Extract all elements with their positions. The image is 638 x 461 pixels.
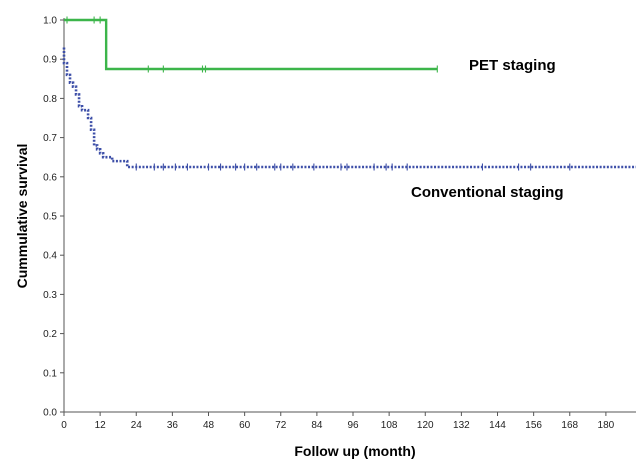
- x-tick-label: 132: [453, 420, 470, 431]
- x-tick-label: 36: [167, 420, 179, 431]
- y-tick-label: 0.5: [43, 212, 57, 223]
- x-tick-label: 60: [239, 420, 251, 431]
- y-axis-ticks: 0.0 0.1 0.2 0.3 0.4 0.5 0.6 0.7 0.8 0.9 1.0: [43, 16, 64, 419]
- series-label-conventional: Conventional staging: [411, 184, 564, 201]
- y-tick-label: 0.2: [43, 329, 57, 340]
- y-tick-label: 0.9: [43, 55, 57, 66]
- x-tick-label: 180: [598, 420, 615, 431]
- y-tick-label: 0.7: [43, 133, 57, 144]
- x-tick-label: 156: [525, 420, 542, 431]
- x-tick-label: 0: [61, 420, 67, 431]
- x-tick-label: 24: [131, 420, 143, 431]
- x-tick-label: 12: [95, 420, 107, 431]
- series-layer: [62, 16, 636, 171]
- x-tick-label: 84: [311, 420, 323, 431]
- y-tick-label: 0.6: [43, 172, 57, 183]
- x-axis-title: Follow up (month): [294, 443, 415, 459]
- x-axis-ticks: 0 12 24 36 48 60 72 84 96 108 120 132 144 156 168 180: [61, 412, 615, 431]
- y-tick-label: 0.8: [43, 94, 57, 105]
- y-tick-label: 0.0: [43, 408, 57, 419]
- series-label-pet: PET staging: [469, 57, 556, 74]
- y-tick-label: 0.3: [43, 290, 57, 301]
- x-tick-label: 120: [417, 420, 434, 431]
- y-tick-label: 0.4: [43, 251, 57, 262]
- x-tick-label: 108: [381, 420, 398, 431]
- y-tick-label: 0.1: [43, 368, 57, 379]
- y-tick-label: 1.0: [43, 16, 57, 27]
- x-tick-label: 144: [489, 420, 506, 431]
- survival-curve-pet: [64, 18, 438, 71]
- x-tick-label: 72: [275, 420, 287, 431]
- x-tick-label: 48: [203, 420, 215, 431]
- survival-curve-conventional: [62, 47, 636, 169]
- x-tick-label: 96: [347, 420, 359, 431]
- y-axis-title: Cummulative survival: [14, 144, 30, 289]
- x-tick-label: 168: [561, 420, 578, 431]
